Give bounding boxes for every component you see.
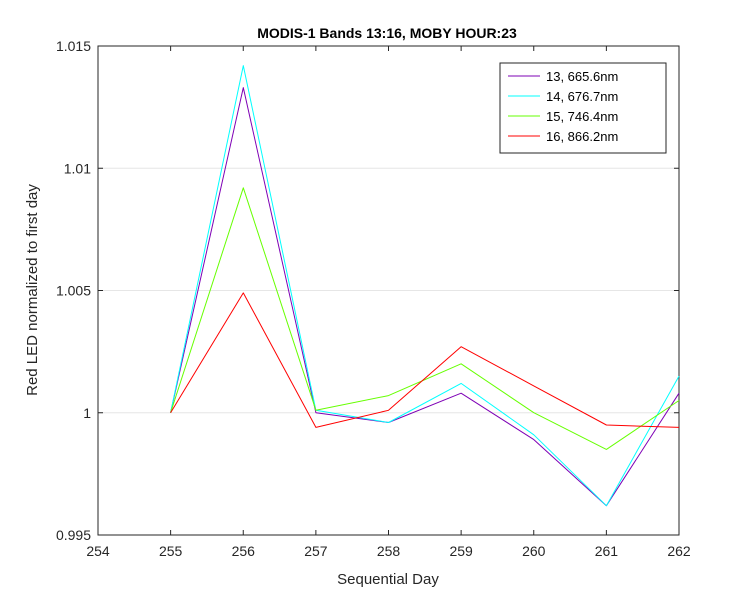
x-tick-label: 258	[377, 543, 401, 559]
x-tick-label: 257	[304, 543, 328, 559]
legend-entry: 13, 665.6nm	[546, 69, 618, 84]
legend: 13, 665.6nm 14, 676.7nm 15, 746.4nm 16, 866…	[499, 62, 667, 154]
x-axis-label: Sequential Day	[337, 571, 439, 588]
x-tick-label: 254	[86, 543, 110, 559]
legend-entry: 14, 676.7nm	[546, 89, 618, 104]
y-tick-label: 1.015	[56, 38, 91, 54]
series-line	[170, 87, 680, 507]
legend-box	[499, 62, 667, 154]
legend-entry: 16, 866.2nm	[546, 129, 618, 144]
series-line	[170, 187, 680, 450]
x-tick-label: 259	[449, 543, 473, 559]
series-line	[170, 65, 680, 507]
y-tick-label: 1.005	[56, 283, 91, 299]
series-line	[170, 292, 680, 428]
x-tick-label: 255	[159, 543, 183, 559]
x-axis: 254 255 256 257 258 259 260 261 262	[86, 46, 691, 559]
y-grid	[98, 167, 679, 414]
chart-title: MODIS-1 Bands 13:16, MOBY HOUR:23	[257, 25, 517, 41]
plot-lines	[170, 65, 680, 507]
y-tick-label: 1	[83, 405, 91, 421]
x-tick-label: 256	[232, 543, 256, 559]
y-axis-label: Red LED normalized to first day	[24, 184, 41, 396]
y-tick-label: 1.01	[64, 160, 91, 176]
x-tick-label: 262	[667, 543, 691, 559]
legend-entry: 15, 746.4nm	[546, 109, 618, 124]
x-tick-label: 260	[522, 543, 546, 559]
x-tick-label: 261	[595, 543, 619, 559]
y-axis: 0.995 1 1.005 1.01 1.015	[56, 38, 679, 543]
y-tick-label: 0.995	[56, 527, 91, 543]
